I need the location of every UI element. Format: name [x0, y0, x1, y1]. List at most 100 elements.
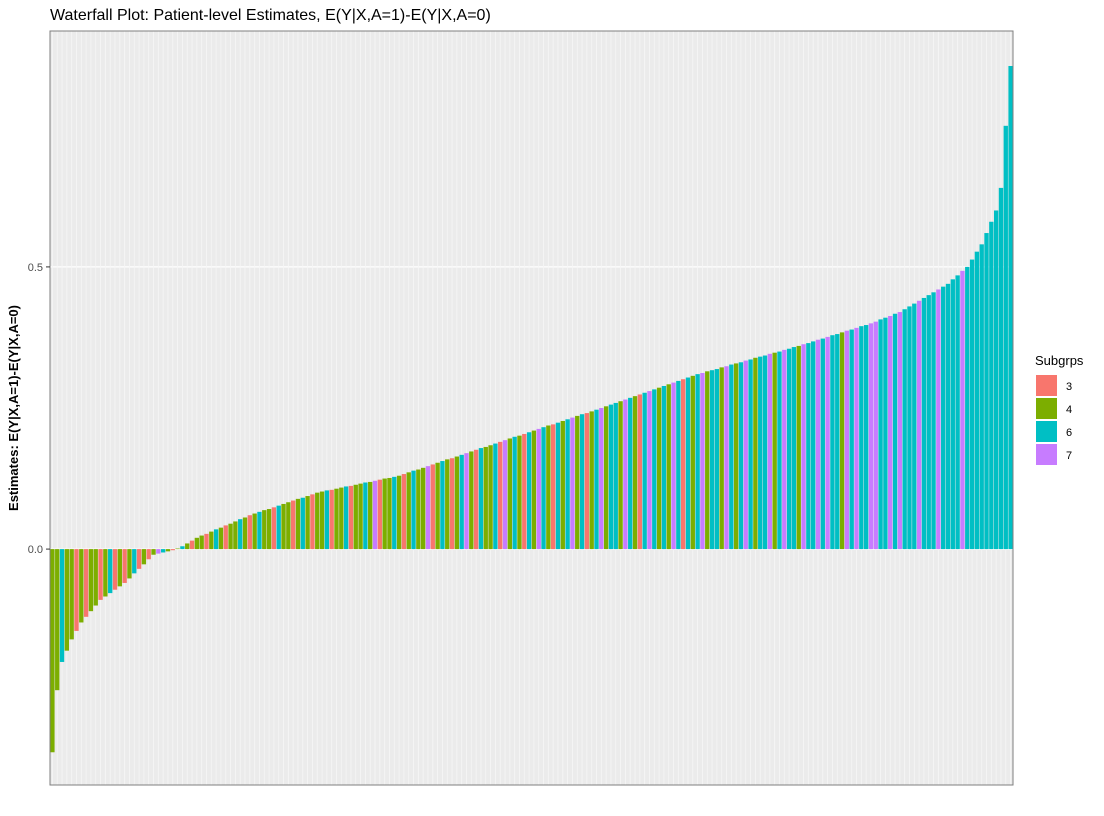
bar	[767, 353, 773, 550]
bar	[546, 425, 551, 550]
bar	[801, 344, 806, 550]
bar	[603, 406, 609, 550]
bar	[878, 319, 883, 550]
bar	[209, 531, 214, 550]
bar	[608, 404, 614, 550]
bar	[324, 490, 330, 550]
bar	[815, 339, 821, 550]
bar	[233, 521, 238, 550]
bar	[507, 438, 512, 550]
bar	[315, 492, 320, 550]
bar	[112, 549, 118, 590]
bar	[681, 379, 686, 550]
bar	[661, 385, 667, 550]
bar	[883, 317, 888, 550]
legend-key-6	[1036, 421, 1057, 442]
bar	[642, 392, 647, 550]
bar	[228, 523, 233, 550]
bar	[334, 488, 339, 550]
bar	[218, 527, 224, 550]
bar	[762, 355, 768, 550]
bar	[387, 477, 392, 550]
bar	[1008, 65, 1013, 550]
bar	[690, 375, 695, 550]
bar	[811, 341, 816, 550]
bar	[348, 485, 354, 550]
bar	[464, 453, 469, 550]
bar	[676, 380, 681, 550]
bar	[483, 446, 488, 550]
bar	[329, 489, 334, 550]
bar	[729, 364, 734, 550]
bar	[782, 349, 787, 550]
bar	[551, 424, 556, 550]
bar	[637, 394, 643, 550]
bar	[430, 464, 435, 550]
bar	[613, 402, 618, 550]
bar	[74, 549, 79, 631]
bar	[339, 487, 344, 550]
bar	[671, 382, 676, 550]
bar	[281, 503, 286, 550]
bar	[584, 413, 590, 550]
bar	[416, 469, 421, 550]
bar	[748, 359, 753, 550]
bar	[570, 417, 575, 550]
bar	[377, 479, 382, 550]
bar	[560, 420, 565, 550]
bar	[969, 259, 975, 550]
bar	[772, 352, 777, 550]
bar	[146, 549, 151, 560]
bar	[594, 409, 599, 550]
bar	[117, 549, 122, 587]
bar	[396, 475, 402, 550]
bar	[435, 462, 440, 550]
legend-label-4: 4	[1066, 404, 1072, 416]
bar	[709, 370, 715, 550]
bar	[512, 436, 517, 550]
chart-title: Waterfall Plot: Patient-level Estimates,…	[50, 7, 491, 24]
bar	[189, 540, 195, 550]
bar	[844, 330, 850, 550]
bar	[69, 549, 74, 640]
bar	[310, 494, 315, 550]
bar	[618, 401, 623, 550]
bar	[786, 348, 792, 550]
bar	[165, 549, 171, 552]
bar	[700, 373, 705, 550]
bar	[796, 345, 801, 550]
bar	[276, 505, 281, 550]
bar	[753, 357, 758, 550]
bar	[498, 441, 503, 550]
bar	[300, 497, 305, 550]
bar	[647, 391, 652, 550]
bar	[579, 414, 585, 550]
bar	[290, 500, 296, 550]
bar	[213, 529, 219, 550]
legend: 3 4 6 7	[1036, 375, 1072, 465]
bar	[526, 432, 532, 550]
bar	[820, 338, 825, 550]
bar	[738, 362, 744, 550]
bar	[666, 384, 671, 550]
bar	[406, 472, 411, 550]
bar	[103, 549, 108, 597]
bar	[685, 377, 691, 550]
bar	[536, 428, 541, 550]
bar	[64, 549, 70, 651]
bar	[945, 283, 951, 550]
bar	[156, 549, 161, 554]
bar	[83, 549, 89, 617]
bar	[469, 451, 474, 550]
bar	[262, 510, 267, 550]
bar	[223, 525, 228, 550]
y-tick-label: 0.5	[28, 262, 43, 274]
bar	[493, 443, 498, 550]
bar	[531, 430, 537, 550]
bar	[93, 549, 98, 606]
bar	[88, 549, 94, 612]
bar	[454, 456, 460, 550]
y-axis-label: Estimates: E(Y|X,A=1)-E(Y|X,A=0)	[6, 305, 21, 511]
bar	[425, 466, 431, 550]
bar	[185, 543, 190, 550]
